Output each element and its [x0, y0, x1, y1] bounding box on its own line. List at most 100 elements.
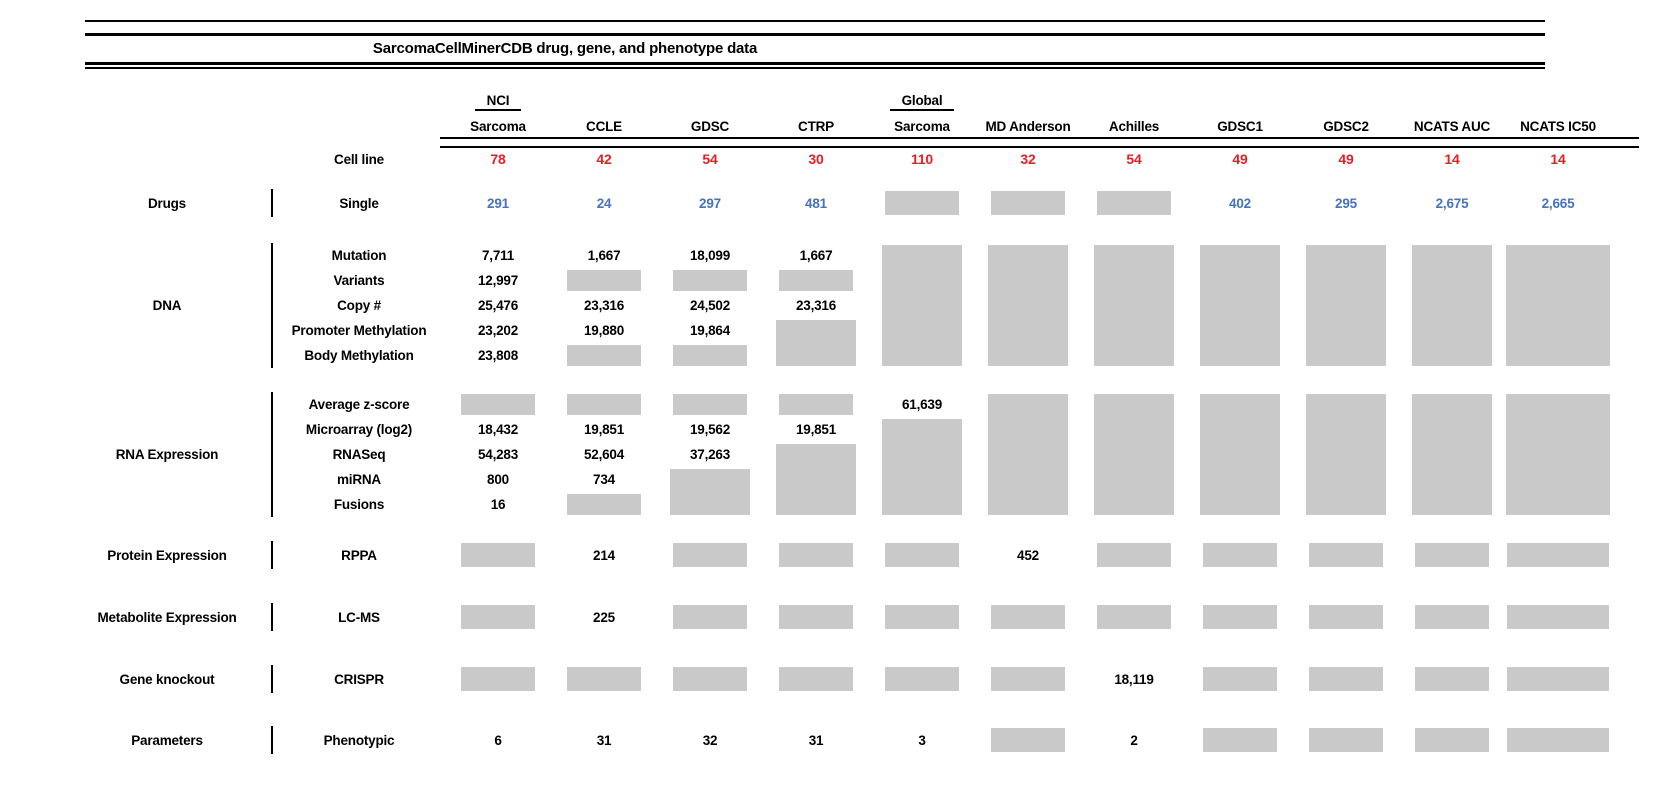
data-value: 481	[805, 195, 827, 211]
title-rule-top-thin	[85, 20, 1545, 22]
data-value: 225	[593, 609, 615, 625]
data-value: 297	[699, 195, 721, 211]
empty-data-box	[779, 605, 853, 629]
empty-data-box	[1097, 605, 1171, 629]
data-value: 734	[593, 472, 615, 487]
empty-data-box	[673, 667, 747, 691]
section-dna: DNA Mutation Variants Copy # Promoter Methyl…	[77, 243, 1611, 368]
data-value: 19,562	[689, 422, 731, 437]
column-header-ccle-1: CCLE	[586, 119, 622, 134]
cell-line-count: 14	[1550, 151, 1566, 167]
cell-line-label: Cell line	[334, 151, 384, 167]
empty-data-box	[991, 605, 1065, 629]
column-group-text: Global	[889, 93, 955, 111]
cell-line-count: 54	[1126, 151, 1142, 167]
cell-line-count: 49	[1232, 151, 1248, 167]
data-value: 19,880	[583, 323, 625, 338]
title-rule-bottom-thin	[85, 67, 1545, 69]
data-value: 2	[1130, 732, 1138, 748]
row-label: LC-MS	[338, 609, 380, 625]
column-group-label: Global	[869, 93, 975, 111]
row-label: Fusions	[333, 497, 385, 512]
title-rule-bottom-thick	[85, 62, 1545, 65]
column-header-achilles-6: Achilles	[1108, 119, 1160, 134]
empty-data-box	[1094, 245, 1174, 366]
data-value: 1,667	[799, 248, 833, 263]
empty-data-box	[1203, 605, 1277, 629]
empty-data-box	[1415, 605, 1489, 629]
data-value: 291	[487, 195, 509, 211]
empty-data-box	[885, 667, 959, 691]
empty-data-box	[1200, 245, 1280, 366]
row-label: Single	[339, 195, 379, 211]
data-value: 31	[808, 732, 824, 748]
empty-data-box	[567, 345, 641, 366]
empty-data-box	[673, 345, 747, 366]
data-value: 24	[596, 195, 612, 211]
figure-body: NCI Sarcoma CCLE GDSC CTRP Global Sarcoma MD An…	[77, 86, 1639, 754]
empty-data-box	[1203, 728, 1277, 752]
category-label: Parameters	[131, 732, 203, 748]
data-value: 54,283	[477, 447, 519, 462]
empty-data-box	[1412, 394, 1492, 515]
empty-data-box	[1507, 605, 1609, 629]
data-value: 19,851	[795, 422, 837, 437]
empty-data-box	[779, 394, 853, 415]
column-header-ncats-auc-9: NCATS AUC	[1413, 119, 1491, 134]
data-value: 1,667	[587, 248, 621, 263]
row-label: RNASeq	[332, 447, 386, 462]
empty-data-box	[1506, 245, 1610, 366]
empty-data-box	[882, 419, 962, 515]
empty-data-box	[885, 543, 959, 567]
title-band: SarcomaCellMinerCDB drug, gene, and phen…	[85, 20, 1545, 70]
empty-data-box	[1200, 394, 1280, 515]
row-label: CRISPR	[334, 671, 384, 687]
empty-data-box	[776, 444, 856, 515]
section-rna-expression: RNA Expression Average z-score Microarray …	[77, 392, 1611, 517]
row-label: Copy #	[337, 298, 381, 313]
section-gene-knockout: Gene knockout CRISPR 18,119	[77, 665, 1611, 693]
empty-data-box	[1097, 543, 1171, 567]
data-value: 800	[487, 472, 509, 487]
empty-data-box	[1415, 667, 1489, 691]
data-value: 16	[490, 497, 506, 512]
row-label: Promoter Methylation	[291, 323, 427, 338]
column-header-ctrp-3: CTRP	[798, 119, 834, 134]
data-value: 23,202	[477, 323, 519, 338]
row-label: Mutation	[331, 248, 387, 263]
section-divider	[271, 541, 273, 569]
column-header-gdsc1-7: GDSC1	[1217, 119, 1263, 134]
cell-line-count: 42	[596, 151, 612, 167]
cell-line-count: 14	[1444, 151, 1460, 167]
section-divider	[271, 726, 273, 754]
empty-data-box	[776, 320, 856, 366]
empty-data-box	[1507, 667, 1609, 691]
cell-line-count: 49	[1338, 151, 1354, 167]
data-value: 23,808	[477, 348, 519, 363]
category-label: RNA Expression	[115, 447, 219, 462]
empty-data-box	[991, 667, 1065, 691]
empty-data-box	[461, 543, 535, 567]
empty-data-box	[779, 667, 853, 691]
empty-data-box	[1506, 394, 1610, 515]
empty-data-box	[1412, 245, 1492, 366]
row-label: Average z-score	[308, 397, 410, 412]
cell-line-count: 30	[808, 151, 824, 167]
empty-data-box	[461, 394, 535, 415]
column-header-gdsc2-8: GDSC2	[1323, 119, 1369, 134]
row-label: Variants	[333, 273, 385, 288]
section-protein-expression: Protein Expression RPPA 214 452	[77, 541, 1611, 569]
row-label: RPPA	[341, 547, 377, 563]
data-value: 452	[1017, 547, 1039, 563]
data-value: 19,851	[583, 422, 625, 437]
empty-data-box	[1094, 394, 1174, 515]
section-metabolite-expression: Metabolite Expression LC-MS 225	[77, 603, 1611, 631]
empty-data-box	[461, 667, 535, 691]
row-label: Microarray (log2)	[305, 422, 413, 437]
data-value: 6	[494, 732, 502, 748]
section-divider	[271, 392, 273, 517]
data-value: 61,639	[901, 397, 943, 412]
data-value: 18,099	[689, 248, 731, 263]
empty-data-box	[1309, 543, 1383, 567]
